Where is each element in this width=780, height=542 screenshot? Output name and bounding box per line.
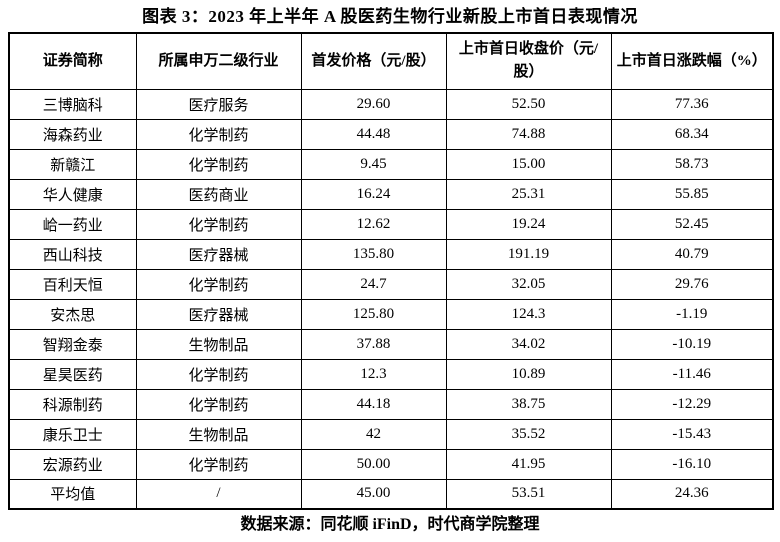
table-cell: 化学制药 xyxy=(135,118,302,150)
table-row: 星昊医药 化学制药 12.3 10.89 -11.46 xyxy=(8,358,774,390)
table-cell: 科源制药 xyxy=(8,388,137,420)
table-cell: 华人健康 xyxy=(8,178,137,210)
table-row: 安杰思 医疗器械 125.80 124.3 -1.19 xyxy=(8,298,774,330)
table-row: 华人健康 医药商业 16.24 25.31 55.85 xyxy=(8,178,774,210)
table-cell: -16.10 xyxy=(610,448,774,480)
table-cell: -10.19 xyxy=(610,328,774,360)
table-cell: 45.00 xyxy=(300,478,447,510)
table-cell: 44.48 xyxy=(300,118,447,150)
table-cell: 135.80 xyxy=(300,238,447,270)
table-cell: 化学制药 xyxy=(135,208,302,240)
table-row: 西山科技 医疗器械 135.80 191.19 40.79 xyxy=(8,238,774,270)
table-cell: 53.51 xyxy=(445,478,612,510)
table-cell: 化学制药 xyxy=(135,388,302,420)
table-cell: 41.95 xyxy=(445,448,612,480)
table-cell: 35.52 xyxy=(445,418,612,450)
table-row: 新赣江 化学制药 9.45 15.00 58.73 xyxy=(8,148,774,180)
table-cell: -15.43 xyxy=(610,418,774,450)
table-row: 康乐卫士 生物制品 42 35.52 -15.43 xyxy=(8,418,774,450)
table-cell: 50.00 xyxy=(300,448,447,480)
table-row: 峆一药业 化学制药 12.62 19.24 52.45 xyxy=(8,208,774,240)
table-cell: 29.76 xyxy=(610,268,774,300)
table-cell: 40.79 xyxy=(610,238,774,270)
table-cell: 12.62 xyxy=(300,208,447,240)
table-cell: 化学制药 xyxy=(135,448,302,480)
table-row: 平均值/45.00 53.51 24.36 xyxy=(8,478,774,510)
table-cell: 10.89 xyxy=(445,358,612,390)
table-header: 证券简称 所属申万二级行业 首发价格（元/股） 上市首日收盘价（元/股） 上市首… xyxy=(8,32,774,90)
table-row: 三博脑科 医疗服务 29.60 52.50 77.36 xyxy=(8,88,774,120)
table-cell: 32.05 xyxy=(445,268,612,300)
table-cell: 19.24 xyxy=(445,208,612,240)
table-cell: 化学制药 xyxy=(135,358,302,390)
table-cell: 医疗服务 xyxy=(135,88,302,120)
table-cell: 医药商业 xyxy=(135,178,302,210)
table-cell: 星昊医药 xyxy=(8,358,137,390)
table-cell: -12.29 xyxy=(610,388,774,420)
table-cell: 生物制品 xyxy=(135,418,302,450)
table-cell: 医疗器械 xyxy=(135,298,302,330)
table-cell: 宏源药业 xyxy=(8,448,137,480)
table-cell: 25.31 xyxy=(445,178,612,210)
table-cell: 医疗器械 xyxy=(135,238,302,270)
table-cell: 平均值 xyxy=(8,478,137,510)
table-cell: 52.45 xyxy=(610,208,774,240)
table-cell: 9.45 xyxy=(300,148,447,180)
table-cell: 52.50 xyxy=(445,88,612,120)
table-cell: 安杰思 xyxy=(8,298,137,330)
table-cell: 百利天恒 xyxy=(8,268,137,300)
table-cell: 58.73 xyxy=(610,148,774,180)
header-cell-stock-name: 证券简称 xyxy=(8,32,137,90)
header-cell-close-price: 上市首日收盘价（元/股） xyxy=(445,32,612,90)
table-cell: 77.36 xyxy=(610,88,774,120)
table-cell: 峆一药业 xyxy=(8,208,137,240)
table-cell: 24.36 xyxy=(610,478,774,510)
ipo-performance-table: 证券简称 所属申万二级行业 首发价格（元/股） 上市首日收盘价（元/股） 上市首… xyxy=(8,32,774,510)
table-cell: 34.02 xyxy=(445,328,612,360)
table-cell: 16.24 xyxy=(300,178,447,210)
table-cell: 海森药业 xyxy=(8,118,137,150)
table-cell: 生物制品 xyxy=(135,328,302,360)
table-cell: 42 xyxy=(300,418,447,450)
header-row: 证券简称 所属申万二级行业 首发价格（元/股） 上市首日收盘价（元/股） 上市首… xyxy=(8,32,774,90)
table-row: 宏源药业 化学制药 50.00 41.95 -16.10 xyxy=(8,448,774,480)
table-row: 百利天恒 化学制药 24.7 32.05 29.76 xyxy=(8,268,774,300)
table-cell: 西山科技 xyxy=(8,238,137,270)
table-cell: 新赣江 xyxy=(8,148,137,180)
table-row: 智翔金泰 生物制品 37.88 34.02 -10.19 xyxy=(8,328,774,360)
table-cell: 三博脑科 xyxy=(8,88,137,120)
header-cell-change-percent: 上市首日涨跌幅（%） xyxy=(610,32,774,90)
table-cell: / xyxy=(135,478,302,510)
table-cell: 74.88 xyxy=(445,118,612,150)
table-cell: 68.34 xyxy=(610,118,774,150)
table-cell: 29.60 xyxy=(300,88,447,120)
table-cell: 康乐卫士 xyxy=(8,418,137,450)
table-cell: 38.75 xyxy=(445,388,612,420)
table-cell: 37.88 xyxy=(300,328,447,360)
table-cell: -11.46 xyxy=(610,358,774,390)
table-cell: 智翔金泰 xyxy=(8,328,137,360)
table-cell: -1.19 xyxy=(610,298,774,330)
table-cell: 44.18 xyxy=(300,388,447,420)
table-cell: 124.3 xyxy=(445,298,612,330)
table-cell: 55.85 xyxy=(610,178,774,210)
table-cell: 191.19 xyxy=(445,238,612,270)
table-cell: 125.80 xyxy=(300,298,447,330)
figure-title: 图表 3：2023 年上半年 A 股医药生物行业新股上市首日表现情况 xyxy=(142,7,638,26)
data-source-note: 数据来源：同花顺 iFinD，时代商学院整理 xyxy=(240,516,540,533)
table-row: 科源制药 化学制药 44.18 38.75 -12.29 xyxy=(8,388,774,420)
table-body: 三博脑科 医疗服务 29.60 52.50 77.36 海森药业 化学制药 44.48 74.8… xyxy=(8,88,774,510)
table-cell: 12.3 xyxy=(300,358,447,390)
header-cell-ipo-price: 首发价格（元/股） xyxy=(300,32,447,90)
table-cell: 化学制药 xyxy=(135,148,302,180)
table-row: 海森药业 化学制药 44.48 74.88 68.34 xyxy=(8,118,774,150)
header-cell-industry: 所属申万二级行业 xyxy=(135,32,302,90)
table-cell: 24.7 xyxy=(300,268,447,300)
table-cell: 15.00 xyxy=(445,148,612,180)
table-cell: 化学制药 xyxy=(135,268,302,300)
